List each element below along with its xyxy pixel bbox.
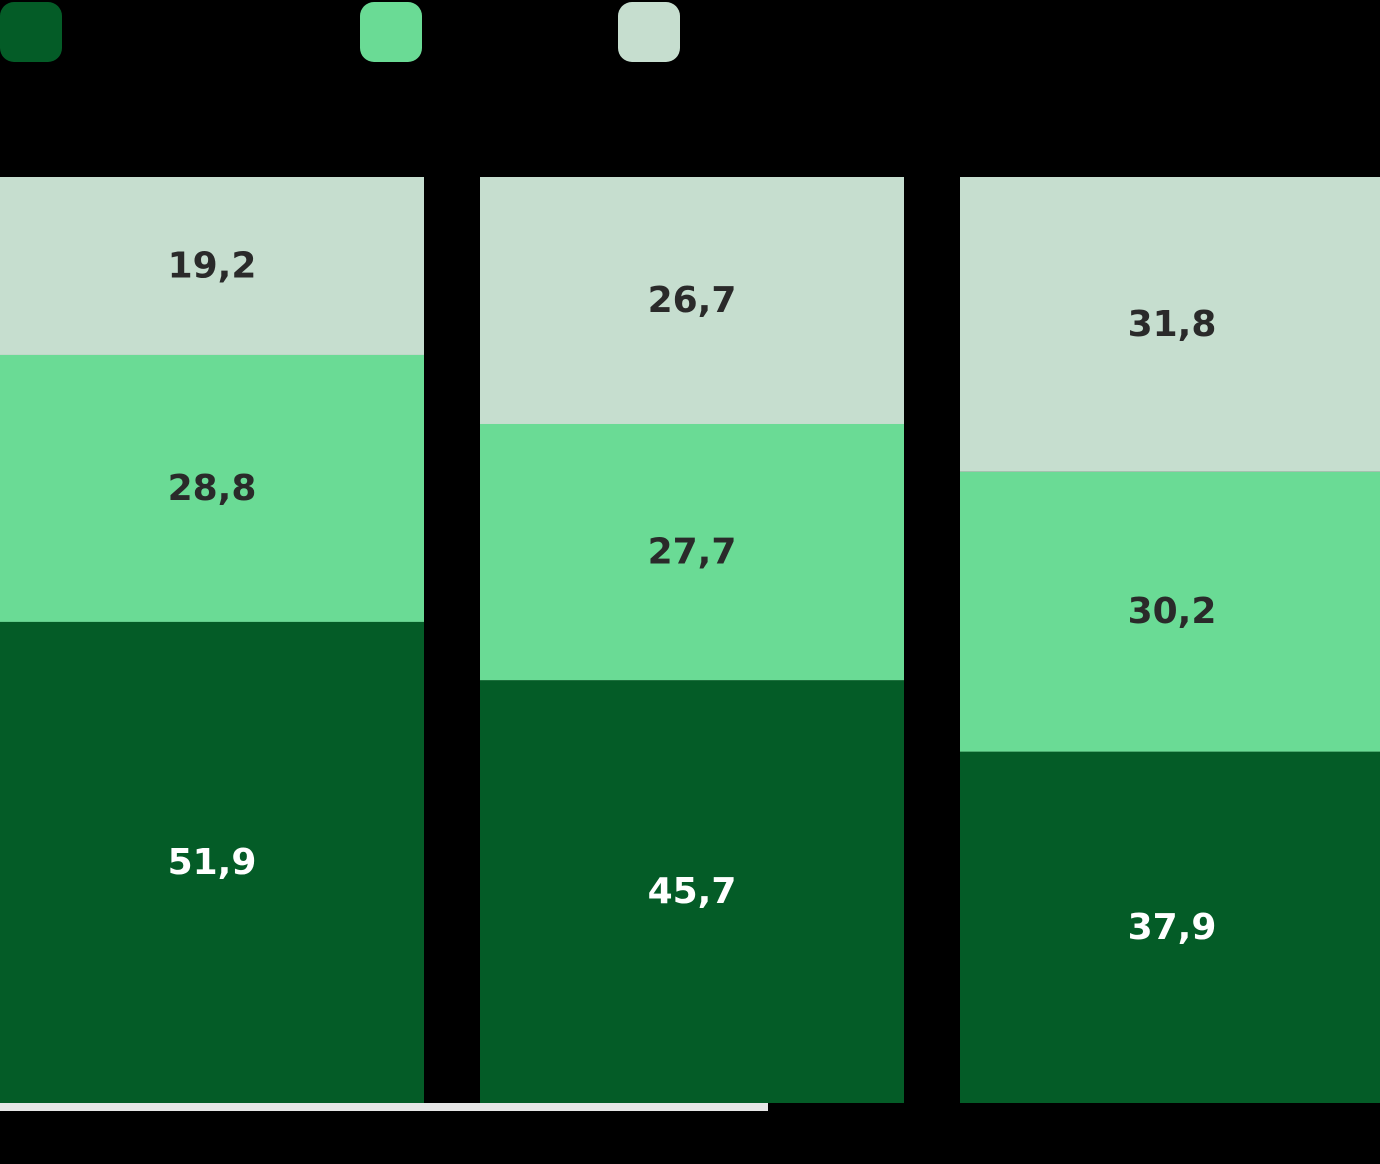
bar-segment-1-1 (0, 621, 424, 1103)
value-label-3-3: 31,8 (1128, 304, 1217, 345)
value-labels: 51,9 28,8 19,2 45,7 27,7 26,7 37,9 30,2 31,8 (168, 245, 1217, 947)
bar-segment-3-2 (960, 471, 1380, 752)
value-label-2-1: 45,7 (648, 871, 737, 912)
value-label-1-2: 28,8 (168, 468, 257, 509)
value-label-2-2: 27,7 (648, 532, 737, 573)
legend-swatch-2 (360, 2, 422, 62)
bar-segment-2-1 (480, 680, 904, 1103)
value-label-2-3: 26,7 (648, 280, 737, 321)
bars (0, 177, 1380, 1103)
bar-segment-3-1 (960, 751, 1380, 1103)
value-label-3-2: 30,2 (1128, 591, 1217, 632)
bar-segment-1-2 (0, 354, 424, 622)
legend-swatch-1 (0, 2, 62, 62)
bar-segment-1-3 (0, 177, 424, 355)
bar-segment-2-2 (480, 423, 904, 681)
bar-segment-3-3 (960, 177, 1380, 472)
bar-segment-2-3 (480, 177, 904, 424)
value-label-1-3: 19,2 (168, 245, 257, 286)
value-label-1-1: 51,9 (168, 842, 257, 883)
legend (0, 2, 680, 62)
legend-swatch-3 (618, 2, 680, 62)
value-label-3-1: 37,9 (1128, 907, 1217, 948)
